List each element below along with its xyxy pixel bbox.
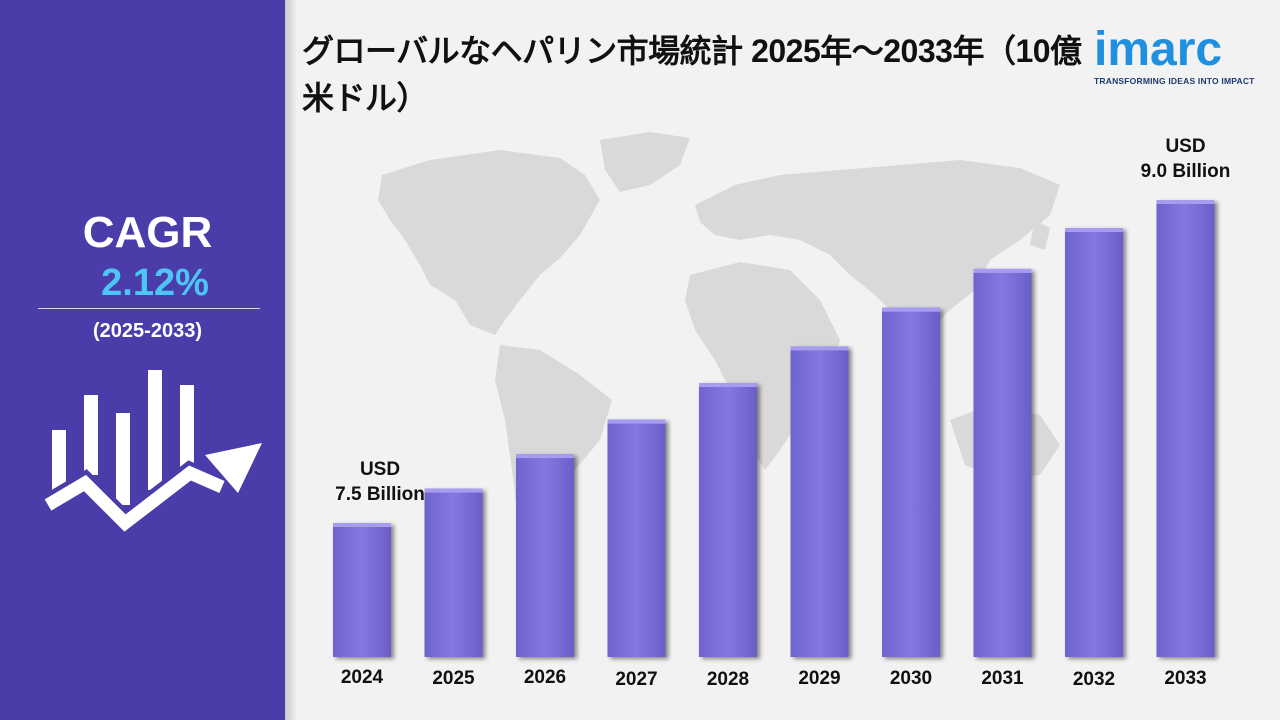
bar-2029 bbox=[790, 346, 849, 657]
tick-label-2029: 2029 bbox=[798, 668, 840, 689]
tick-label-2033: 2033 bbox=[1164, 668, 1206, 689]
tick-label-2030: 2030 bbox=[890, 668, 932, 689]
bar-2033 bbox=[1156, 200, 1215, 657]
x-axis-ticks: 2024 2025 2026 2027 2028 2029 2030 2031 2032 2033 bbox=[341, 667, 1207, 690]
imarc-logo: imarc TRANSFORMING IDEAS INTO IMPACT bbox=[1094, 23, 1264, 87]
tick-label-2025: 2025 bbox=[432, 668, 475, 689]
annotations-layer: USD 7.5 Billion USD 9.0 Billion bbox=[335, 136, 1230, 505]
bar-2027 bbox=[607, 419, 666, 657]
bar-2024 bbox=[333, 523, 391, 657]
data-label-2024-value: 7.5 Billion bbox=[335, 484, 425, 505]
bar-2032 bbox=[1065, 227, 1123, 657]
data-label-2033-currency: USD bbox=[1165, 136, 1205, 157]
bar-2028 bbox=[699, 383, 757, 657]
cagr-period: (2025-2033) bbox=[93, 320, 202, 342]
tick-label-2024: 2024 bbox=[341, 667, 384, 688]
logo-wordmark: imarc bbox=[1094, 23, 1223, 76]
cagr-panel: CAGR 2.12% (2025-2033) bbox=[0, 0, 285, 720]
tick-label-2028: 2028 bbox=[707, 669, 749, 690]
cagr-label: CAGR bbox=[82, 208, 213, 257]
bar-2026 bbox=[516, 454, 574, 657]
tick-label-2027: 2027 bbox=[615, 669, 657, 690]
tick-label-2026: 2026 bbox=[524, 667, 566, 688]
cagr-divider bbox=[38, 308, 260, 309]
bars-layer bbox=[333, 200, 1215, 657]
data-label-2024-currency: USD bbox=[360, 459, 400, 480]
logo-tagline: TRANSFORMING IDEAS INTO IMPACT bbox=[1094, 76, 1255, 86]
growth-chart-icon bbox=[42, 370, 262, 535]
panel-edge bbox=[285, 0, 297, 720]
tick-label-2031: 2031 bbox=[981, 668, 1024, 689]
tick-label-2032: 2032 bbox=[1073, 669, 1115, 690]
chart-title: グローバルなヘパリン市場統計 2025年〜2033年（10億米ドル） bbox=[302, 33, 1082, 116]
cagr-value: 2.12% bbox=[101, 262, 209, 304]
bar-2031 bbox=[973, 268, 1032, 657]
data-label-2033-value: 9.0 Billion bbox=[1141, 161, 1231, 182]
bar-2030 bbox=[882, 307, 940, 657]
bar-2025 bbox=[424, 488, 483, 657]
